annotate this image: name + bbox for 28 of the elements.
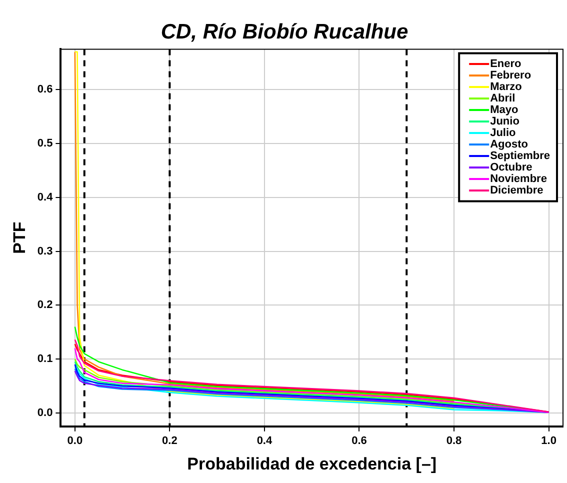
y-tick-label: 0.6 (37, 84, 53, 96)
y-tick-label: 0.4 (37, 191, 54, 204)
legend-label: Mayo (490, 104, 518, 116)
y-tick-label: 0.5 (37, 138, 53, 150)
legend-label: Diciembre (490, 184, 544, 196)
legend-label: Septiembre (490, 150, 550, 162)
legend-label: Marzo (490, 80, 522, 93)
legend-label: Enero (490, 58, 522, 70)
x-tick-label: 0.6 (352, 435, 367, 448)
x-tick-label: 1.0 (541, 435, 556, 448)
x-tick-label: 0.4 (256, 435, 273, 448)
y-tick-label: 0.0 (37, 406, 53, 419)
legend-label: Julio (490, 126, 516, 139)
x-axis-title: Probabilidad de excedencia [–] (187, 454, 437, 474)
legend-label: Octubre (490, 161, 532, 174)
legend-label: Agosto (490, 138, 528, 150)
y-tick-label: 0.2 (37, 299, 53, 312)
legend-label: Abril (490, 92, 516, 104)
legend-label: Febrero (490, 69, 532, 82)
chart-title: CD, Río Biobío Rucalhue (160, 20, 408, 44)
legend-label: Noviembre (490, 172, 547, 185)
x-tick-label: 0.2 (162, 435, 178, 448)
legend-label: Junio (490, 115, 520, 128)
x-tick-label: 0.8 (446, 435, 462, 448)
y-tick-label: 0.1 (37, 353, 53, 366)
y-tick-label: 0.3 (37, 245, 53, 258)
y-axis-title: PTF (10, 222, 29, 254)
x-tick-label: 0.0 (67, 435, 83, 448)
